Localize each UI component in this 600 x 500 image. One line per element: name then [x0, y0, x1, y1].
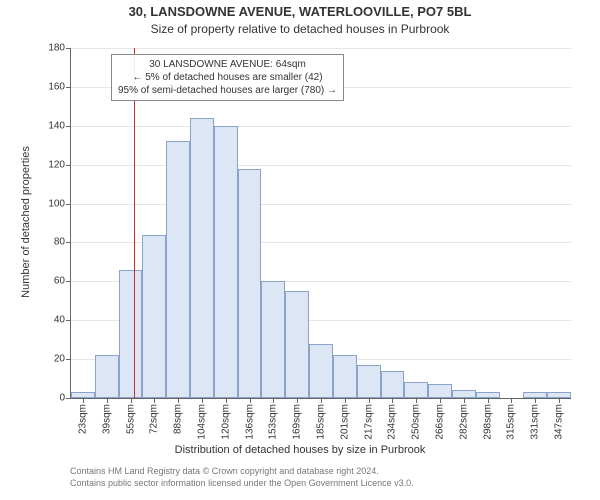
x-tick [321, 398, 322, 403]
y-tick-label: 100 [48, 198, 65, 209]
x-tick-label: 315sqm [506, 404, 517, 440]
x-tick [131, 398, 132, 403]
x-axis-title: Distribution of detached houses by size … [0, 444, 600, 456]
y-tick-label: 140 [48, 120, 65, 131]
chart-title: 30, LANSDOWNE AVENUE, WATERLOOVILLE, PO7… [0, 4, 600, 19]
x-tick-label: 331sqm [530, 404, 541, 440]
x-tick [369, 398, 370, 403]
gridline [71, 48, 571, 49]
histogram-bar [333, 355, 357, 398]
x-tick-label: 23sqm [77, 404, 88, 434]
histogram-bar [119, 270, 143, 398]
x-tick [178, 398, 179, 403]
x-tick [250, 398, 251, 403]
x-tick-label: 250sqm [411, 404, 422, 440]
y-tick [66, 126, 71, 127]
y-tick [66, 320, 71, 321]
footer-line1: Contains HM Land Registry data © Crown c… [70, 466, 414, 478]
gridline [71, 204, 571, 205]
x-tick-label: 347sqm [554, 404, 565, 440]
histogram-bar [261, 281, 285, 398]
y-tick-label: 160 [48, 81, 65, 92]
annotation-box: 30 LANSDOWNE AVENUE: 64sqm← 5% of detach… [111, 54, 344, 101]
plot-area: 02040608010012014016018023sqm39sqm55sqm7… [70, 48, 571, 399]
y-tick [66, 87, 71, 88]
annotation-line2: ← 5% of detached houses are smaller (42) [118, 71, 337, 84]
histogram-bar [166, 141, 190, 398]
x-tick [488, 398, 489, 403]
x-tick [464, 398, 465, 403]
histogram-bar [404, 382, 428, 398]
footer-attribution: Contains HM Land Registry data © Crown c… [70, 466, 414, 489]
histogram-bar [309, 344, 333, 398]
x-tick [202, 398, 203, 403]
y-tick [66, 204, 71, 205]
x-tick-label: 104sqm [196, 404, 207, 440]
x-tick [107, 398, 108, 403]
x-tick [345, 398, 346, 403]
x-tick [559, 398, 560, 403]
histogram-bar [95, 355, 119, 398]
y-axis-title: Number of detached properties [20, 132, 32, 312]
x-tick [154, 398, 155, 403]
y-tick-label: 180 [48, 43, 65, 54]
x-tick [297, 398, 298, 403]
x-tick-label: 217sqm [363, 404, 374, 440]
y-tick [66, 398, 71, 399]
histogram-bar [357, 365, 381, 398]
y-tick [66, 242, 71, 243]
gridline [71, 126, 571, 127]
y-tick [66, 359, 71, 360]
x-tick-label: 72sqm [149, 404, 160, 434]
chart-subtitle: Size of property relative to detached ho… [0, 22, 600, 36]
y-tick [66, 281, 71, 282]
x-tick [416, 398, 417, 403]
x-tick-label: 298sqm [482, 404, 493, 440]
x-tick [226, 398, 227, 403]
y-tick-label: 80 [54, 237, 65, 248]
histogram-bar [428, 384, 452, 398]
histogram-bar [190, 118, 214, 398]
x-tick [392, 398, 393, 403]
y-tick [66, 48, 71, 49]
y-tick [66, 165, 71, 166]
x-tick [535, 398, 536, 403]
histogram-bar [214, 126, 238, 398]
x-tick-label: 136sqm [244, 404, 255, 440]
x-tick-label: 120sqm [220, 404, 231, 440]
x-tick [511, 398, 512, 403]
y-tick-label: 120 [48, 159, 65, 170]
x-tick-label: 153sqm [268, 404, 279, 440]
footer-line2: Contains public sector information licen… [70, 478, 414, 490]
x-tick [273, 398, 274, 403]
x-tick-label: 88sqm [173, 404, 184, 434]
x-tick-label: 39sqm [101, 404, 112, 434]
y-tick-label: 60 [54, 276, 65, 287]
x-tick-label: 234sqm [387, 404, 398, 440]
x-tick-label: 266sqm [435, 404, 446, 440]
x-tick-label: 185sqm [316, 404, 327, 440]
histogram-bar [381, 371, 405, 398]
annotation-line1: 30 LANSDOWNE AVENUE: 64sqm [118, 58, 337, 71]
y-tick-label: 20 [54, 354, 65, 365]
y-tick-label: 40 [54, 315, 65, 326]
x-tick [83, 398, 84, 403]
histogram-bar [285, 291, 309, 398]
x-tick-label: 282sqm [458, 404, 469, 440]
histogram-bar [238, 169, 262, 398]
histogram-bar [452, 390, 476, 398]
x-tick-label: 201sqm [339, 404, 350, 440]
histogram-bar [142, 235, 166, 398]
x-tick-label: 55sqm [125, 404, 136, 434]
x-tick [440, 398, 441, 403]
x-tick-label: 169sqm [292, 404, 303, 440]
annotation-line3: 95% of semi-detached houses are larger (… [118, 84, 337, 97]
gridline [71, 165, 571, 166]
y-tick-label: 0 [59, 393, 65, 404]
